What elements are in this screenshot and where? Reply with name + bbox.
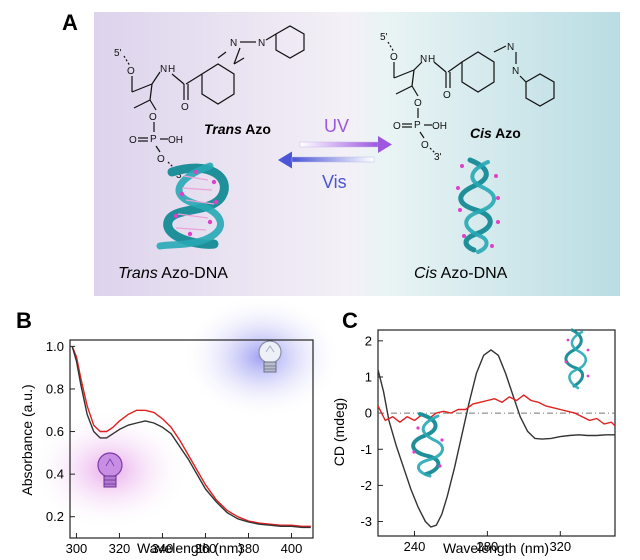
trans-po-label: O xyxy=(129,135,137,146)
vis-label: Vis xyxy=(322,172,347,192)
uv-arrow xyxy=(299,136,392,153)
panel-b: B 0.2 0.4 0.6 0.8 1.0 300 320 340 360 380 400 Wav… xyxy=(16,295,342,556)
trans-carbonyl-o-label: O xyxy=(181,102,189,113)
chart-c-xlabel: Wavelength (nm) xyxy=(443,540,549,556)
chart-c-x-axis: 240 280 320 xyxy=(404,531,571,554)
dna-helix-icon-trans xyxy=(411,412,444,478)
x-tick-label: 280 xyxy=(477,539,499,554)
lightbulb-icon-uv xyxy=(97,452,123,488)
x-tick-label: 380 xyxy=(238,541,260,556)
trans-h-label: H xyxy=(168,64,175,75)
trans-o-ester-label: O xyxy=(149,112,157,123)
cis-h-label: H xyxy=(428,54,435,65)
y-tick-label: 0.4 xyxy=(46,467,64,482)
trans-five-prime-label: 5' xyxy=(114,48,122,59)
trans-nh-label: N xyxy=(160,64,167,75)
series-line-1 xyxy=(378,394,615,427)
x-tick-label: 300 xyxy=(66,541,88,556)
lightbulb-icon-vis xyxy=(258,340,282,373)
cis-oh-label: OH xyxy=(432,121,447,132)
x-tick-label: 340 xyxy=(152,541,174,556)
y-tick-label: 1.0 xyxy=(46,339,64,354)
trans-oh-label: OH xyxy=(168,135,183,146)
trans-azo-label: Trans Azo xyxy=(204,121,271,137)
trans-o-bottom-label: O xyxy=(157,154,165,165)
dna-helix-trans xyxy=(156,162,229,250)
cis-n1-label: N xyxy=(507,42,514,53)
chart-b-frame xyxy=(69,339,314,539)
cis-azo-structure: 5' O N H O N N O P xyxy=(380,32,555,163)
x-tick-label: 320 xyxy=(109,541,131,556)
chart-c-y-axis: 2 1 0 -1 -2 -3 xyxy=(360,333,383,529)
y-tick-label: -3 xyxy=(360,514,372,529)
cis-n2-label: N xyxy=(512,66,519,77)
chart-b-xlabel: Wavelength (nm) xyxy=(137,540,243,556)
panel-a-background xyxy=(94,12,620,296)
trans-n1-label: N xyxy=(230,38,237,49)
trans-three-prime-label: 3' xyxy=(176,170,184,181)
y-tick-label: -2 xyxy=(360,478,372,493)
chart-c-series xyxy=(378,349,615,528)
y-tick-label: 0.6 xyxy=(46,424,64,439)
panel-a: A 5' O N H O N N xyxy=(62,10,620,296)
trans-azo-dna-label: Trans Azo-DNA xyxy=(118,265,228,282)
x-tick-label: 240 xyxy=(404,539,426,554)
chart-b-y-axis: 0.2 0.4 0.6 0.8 1.0 xyxy=(46,339,75,524)
vis-arrow xyxy=(278,151,375,169)
chart-c-frame xyxy=(377,329,616,537)
cis-nh-label: N xyxy=(420,54,427,65)
y-tick-label: 0.8 xyxy=(46,381,64,396)
cis-p-label: P xyxy=(414,120,421,131)
y-tick-label: 2 xyxy=(365,333,372,348)
series-line-0 xyxy=(378,349,615,528)
x-tick-label: 320 xyxy=(549,539,571,554)
x-tick-label: 400 xyxy=(281,541,303,556)
trans-n2-label: N xyxy=(258,38,265,49)
cis-o-top-label: O xyxy=(390,52,398,63)
y-tick-label: 0.2 xyxy=(46,509,64,524)
panel-a-letter: A xyxy=(62,10,78,35)
y-tick-label: 1 xyxy=(365,369,372,384)
trans-p-label: P xyxy=(150,134,157,145)
series-line-1 xyxy=(71,346,311,529)
uv-label: UV xyxy=(324,116,349,136)
y-tick-label: 0 xyxy=(365,406,372,421)
chart-b-ylabel: Absorbance (a.u.) xyxy=(19,384,35,495)
cis-po-label: O xyxy=(393,121,401,132)
dna-helix-icon-cis xyxy=(564,328,590,390)
cis-azo-label: Cis Azo xyxy=(470,125,521,141)
trans-azo-structure: 5' O N H O N N O xyxy=(114,25,305,181)
y-tick-label: -1 xyxy=(360,442,372,457)
panel-c: C 2 1 0 -1 -2 -3 240 280 320 Wavelength (nm) CD… xyxy=(331,308,616,556)
chart-c-ylabel: CD (mdeg) xyxy=(331,398,347,466)
dna-helix-cis xyxy=(456,157,500,254)
cis-o-ester-label: O xyxy=(414,98,422,109)
panel-c-letter: C xyxy=(342,308,358,333)
cis-carbonyl-o-label: O xyxy=(443,90,451,101)
series-line-0 xyxy=(71,346,311,527)
cis-three-prime-label: 3' xyxy=(434,152,442,163)
panel-b-letter: B xyxy=(16,308,32,333)
cis-o-bottom-label: O xyxy=(421,140,429,151)
trans-o-top-label: O xyxy=(127,66,135,77)
chart-b-x-axis: 300 320 340 360 380 400 xyxy=(66,533,303,556)
cis-five-prime-label: 5' xyxy=(380,32,388,43)
chart-b-series xyxy=(71,346,311,529)
x-tick-label: 360 xyxy=(195,541,217,556)
cis-azo-dna-label: Cis Azo-DNA xyxy=(414,265,508,282)
